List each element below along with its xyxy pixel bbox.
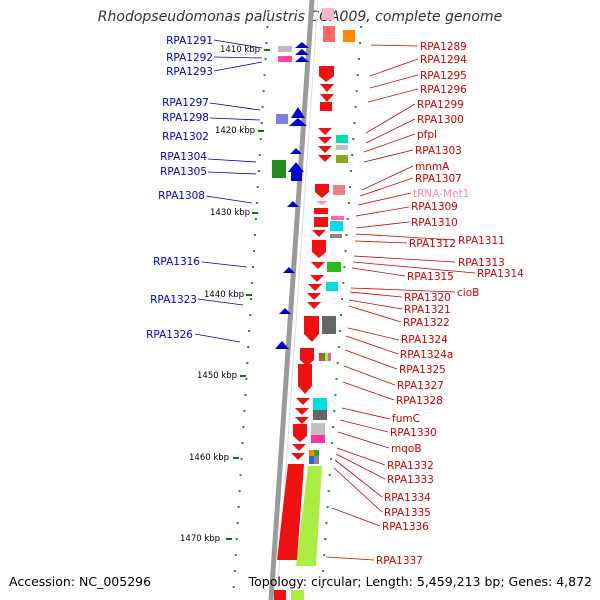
gene-label-mnmA[interactable]: mnmA	[415, 161, 450, 173]
gene-label-RPA1316[interactable]: RPA1316	[153, 256, 200, 268]
accession-text: Accession: NC_005296	[9, 574, 152, 589]
gene-label-RPA1291[interactable]: RPA1291	[166, 35, 213, 47]
gene-label-RPA1324a[interactable]: RPA1324a	[400, 349, 453, 361]
gene-label-RPA1335[interactable]: RPA1335	[384, 507, 431, 519]
tick-label-1450: 1450 kbp	[197, 371, 237, 381]
gene-label-RPA1324[interactable]: RPA1324	[401, 334, 448, 346]
gene-label-RPA1298[interactable]: RPA1298	[162, 112, 209, 124]
gene-label-RPA1305[interactable]: RPA1305	[160, 166, 207, 178]
gene-label-RPA1321[interactable]: RPA1321	[404, 304, 451, 316]
gene-label-pfpI[interactable]: pfpI	[417, 129, 437, 141]
scale-ticks: 1410 kbp 1420 kbp 1430 kbp 1440 kbp 1450…	[180, 45, 270, 544]
dotted-ring-right	[321, 10, 364, 588]
gene-label-RPA1320[interactable]: RPA1320	[404, 292, 451, 304]
gene-label-RPA1299[interactable]: RPA1299	[417, 99, 464, 111]
gene-label-RPA1325[interactable]: RPA1325	[399, 364, 446, 376]
gene-label-RPA1328[interactable]: RPA1328	[396, 395, 443, 407]
gene-label-RPA1322[interactable]: RPA1322	[403, 317, 450, 329]
gene-label-cioB[interactable]: cioB	[457, 287, 479, 299]
tick-label-1460: 1460 kbp	[189, 453, 229, 463]
tick-label-1410: 1410 kbp	[220, 45, 260, 55]
backbone	[268, 0, 319, 600]
gene-label-RPA1334[interactable]: RPA1334	[384, 492, 431, 504]
gene-label-RPA1332[interactable]: RPA1332	[387, 460, 434, 472]
dotted-ring-left	[232, 10, 270, 588]
gene-label-RPA1310[interactable]: RPA1310	[411, 217, 458, 229]
left-leader-lines	[194, 39, 263, 343]
gene-label-mqoB[interactable]: mqoB	[391, 443, 422, 455]
gene-label-RPA1330[interactable]: RPA1330	[390, 427, 437, 439]
gene-label-tRNA-Met1[interactable]: tRNA-Met1	[413, 188, 469, 200]
gene-label-RPA1307[interactable]: RPA1307	[415, 173, 462, 185]
gene-label-fumC[interactable]: fumC	[392, 413, 420, 425]
gene-label-RPA1292[interactable]: RPA1292	[166, 52, 213, 64]
right-leader-lines	[325, 44, 476, 561]
tick-label-1430: 1430 kbp	[210, 208, 250, 218]
gene-label-RPA1327[interactable]: RPA1327	[397, 380, 444, 392]
gene-label-RPA1313[interactable]: RPA1313	[458, 257, 505, 269]
gene-label-RPA1300[interactable]: RPA1300	[417, 114, 464, 126]
gene-label-RPA1333[interactable]: RPA1333	[387, 474, 434, 486]
gene-label-RPA1302[interactable]: RPA1302	[162, 131, 209, 143]
gene-label-RPA1311[interactable]: RPA1311	[458, 235, 505, 247]
tick-label-1440: 1440 kbp	[204, 290, 244, 300]
gene-label-RPA1295[interactable]: RPA1295	[420, 70, 467, 82]
tick-label-1420: 1420 kbp	[215, 126, 255, 136]
gene-label-RPA1336[interactable]: RPA1336	[382, 521, 429, 533]
gene-label-RPA1289[interactable]: RPA1289	[420, 41, 467, 53]
gene-label-RPA1312[interactable]: RPA1312	[409, 238, 456, 250]
gene-label-RPA1297[interactable]: RPA1297	[162, 97, 209, 109]
gene-label-RPA1314[interactable]: RPA1314	[477, 268, 524, 280]
gene-label-RPA1294[interactable]: RPA1294	[420, 54, 467, 66]
gene-label-RPA1296[interactable]: RPA1296	[420, 84, 467, 96]
left-features	[272, 42, 309, 349]
gene-label-RPA1309[interactable]: RPA1309	[411, 201, 458, 213]
left-labels: RPA1291 RPA1292 RPA1293 RPA1297 RPA1298 …	[146, 35, 213, 341]
map-title: Rhodopseudomonas palustris CGA009, compl…	[97, 9, 503, 25]
gene-label-RPA1304[interactable]: RPA1304	[160, 151, 207, 163]
gene-label-RPA1315[interactable]: RPA1315	[407, 271, 454, 283]
gene-label-RPA1323[interactable]: RPA1323	[150, 294, 197, 306]
gene-label-RPA1308[interactable]: RPA1308	[158, 190, 205, 202]
tick-label-1470: 1470 kbp	[180, 534, 220, 544]
genome-summary-text: Topology: circular; Length: 5,459,213 bp…	[248, 574, 592, 589]
right-features	[274, 8, 355, 600]
right-labels: RPA1289 RPA1294 RPA1295 RPA1296 RPA1299 …	[376, 41, 524, 567]
gene-label-RPA1337[interactable]: RPA1337	[376, 555, 423, 567]
gene-label-RPA1326[interactable]: RPA1326	[146, 329, 193, 341]
gene-label-RPA1293[interactable]: RPA1293	[166, 66, 213, 78]
gene-label-RPA1303[interactable]: RPA1303	[415, 145, 462, 157]
